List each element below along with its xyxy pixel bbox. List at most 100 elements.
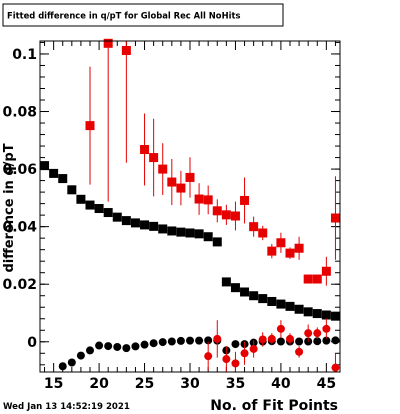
y-tick-label: 0 [27,335,37,351]
black-circle-point [231,340,240,349]
black-circle-point [67,358,76,367]
black-square-point [49,168,59,178]
black-circle-point [176,336,185,345]
black-circle-point [204,336,213,345]
black-square-point [230,283,240,293]
black-square-point [40,161,50,171]
y-axis-label: difference in q/pT [2,143,17,272]
black-square-point [285,301,295,311]
x-axis-label: No. of Fit Points [210,398,338,414]
black-circle-point [313,337,322,346]
red-circle-point [286,334,294,343]
black-circle-point [86,346,94,355]
black-square-point [221,277,231,287]
red-square-point [121,45,131,55]
black-circle-point [76,351,85,360]
black-square-point [249,291,259,301]
red-circle-point [276,324,285,333]
timestamp: Wed Jan 13 14:52:19 2021 [3,402,130,412]
red-circle-point [213,334,222,343]
black-square-point [112,212,122,222]
red-circle-point [331,363,340,372]
black-circle-point [140,340,149,349]
black-square-point [276,299,286,309]
axis-ticks: 15 20 25 30 35 40 45 0 0.02 0.04 0.06 0.08 0.1 [2,41,340,392]
red-square-point [212,206,222,216]
red-square-point [321,266,331,276]
red-square-point [330,213,340,223]
red-circle-point [231,359,240,368]
y-tick-label: 0.04 [2,220,37,236]
red-circle-point [295,347,304,356]
title-box [2,3,284,27]
red-square-point [303,274,313,284]
x-tick-label: 20 [89,376,109,392]
black-square-point [312,309,322,319]
y-tick-label: 0.1 [12,47,37,63]
red-circle-point [267,334,276,343]
red-square-point [158,164,168,174]
black-square-point [185,228,195,238]
plot-frame [39,40,341,373]
red-square-point [230,211,240,221]
black-circle-point [295,337,304,346]
black-square-point [76,194,86,204]
red-square-point [103,38,113,48]
black-circle-point [158,338,167,347]
red-square-point [140,145,150,155]
red-circle-point [222,355,231,364]
black-square-point [194,229,204,239]
black-square-point [158,224,168,234]
red-square-point [194,194,204,204]
black-square-point [321,310,331,320]
red-square-point [203,195,213,205]
black-circle-point [95,341,104,350]
red-square-point [285,248,295,258]
black-square-point [130,218,140,228]
black-circle-point [195,336,204,345]
black-square-point [258,294,268,304]
red-circle-point [240,349,249,358]
black-circle-point [322,336,331,345]
black-square-point [94,204,104,214]
black-square-point [121,216,131,226]
chart-title: Fitted difference in q/pT for Global Rec… [7,11,240,21]
black-square-point [303,307,313,317]
red-square-point [149,153,159,163]
black-square-point [58,174,68,184]
y-tick-label: 0.08 [2,105,37,121]
black-square-point [149,221,159,231]
black-circle-point [276,337,285,346]
black-square-point [167,226,177,236]
black-circle-point [122,344,131,353]
data-marks [40,38,340,372]
red-circle-point [304,329,313,338]
red-circle-point [313,329,322,338]
red-circle-point [249,344,258,353]
red-circle-point [322,324,331,333]
black-square-point [203,232,213,242]
x-tick-label: 35 [226,376,245,392]
black-square-point [103,208,113,218]
x-tick-label: 40 [271,376,291,392]
red-square-point [312,274,322,284]
red-circle-point [258,335,267,344]
red-square-point [267,246,277,256]
x-tick-label: 25 [135,376,154,392]
black-square-point [330,311,340,321]
red-square-point [221,210,231,220]
red-square-point [249,222,259,232]
black-square-point [67,185,77,195]
red-square-point [240,195,250,205]
black-circle-point [131,342,140,351]
black-circle-point [167,337,176,346]
black-circle-point [104,342,113,351]
red-square-point [294,243,304,253]
black-circle-point [58,362,67,371]
red-square-point [176,183,186,193]
black-square-point [240,287,250,297]
y-tick-label: 0.02 [2,277,37,293]
red-square-point [167,177,177,187]
red-square-point [276,238,286,248]
